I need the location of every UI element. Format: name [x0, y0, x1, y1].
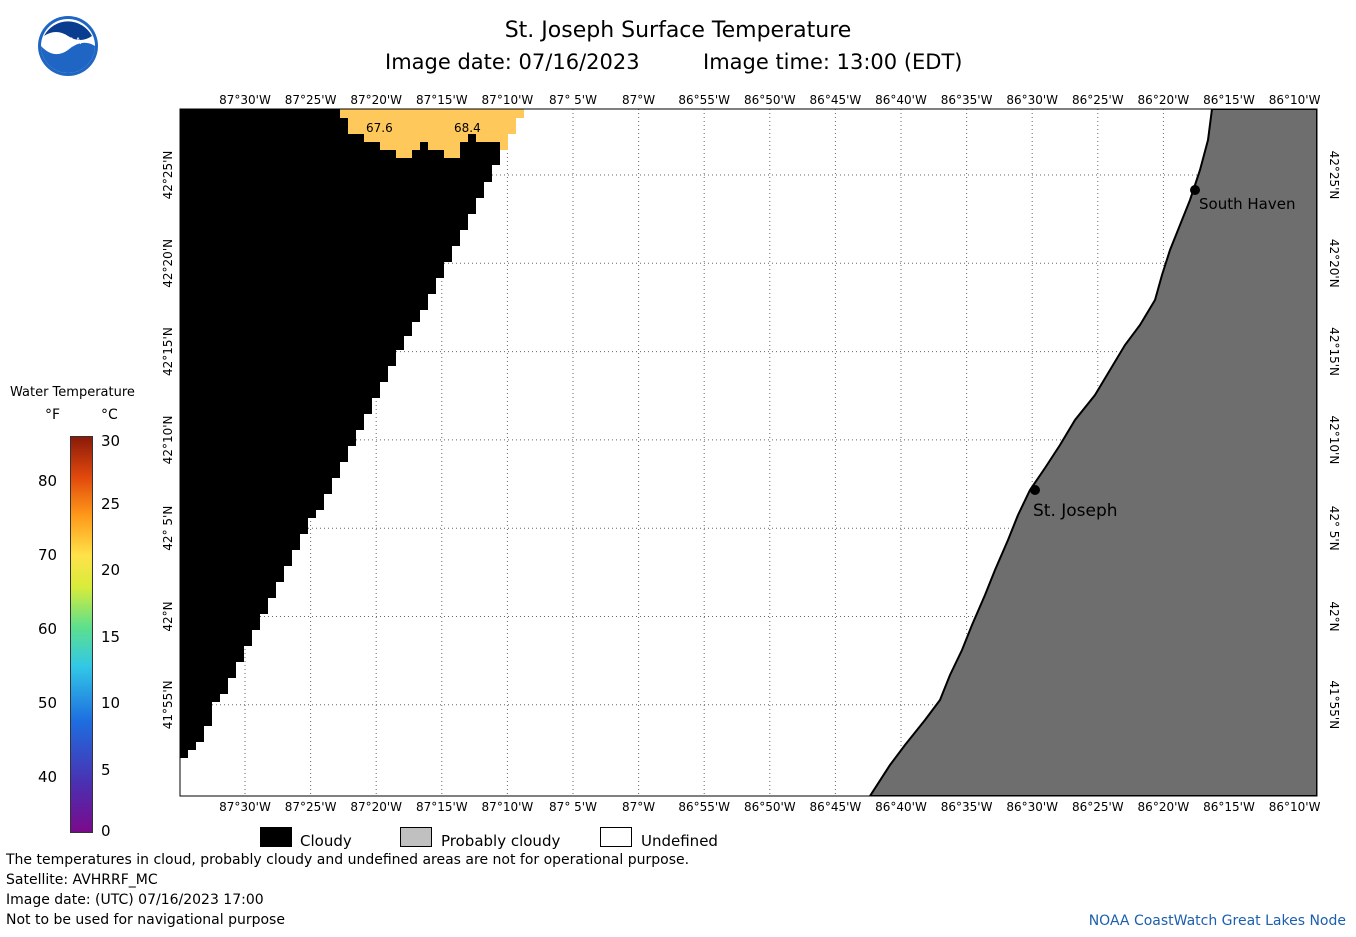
colorbar-unit-c: °C: [101, 407, 118, 423]
colorbar-scale: [70, 436, 93, 833]
temp-label-2: 68.4: [454, 121, 481, 135]
legend-probably-cloudy-swatch: [400, 827, 432, 847]
lon-label-bottom: 87°W: [622, 800, 655, 814]
south-haven-marker: [1190, 185, 1200, 195]
st-joseph-label: St. Joseph: [1033, 501, 1118, 521]
lat-label-left: 42°15'N: [161, 327, 175, 376]
logo-text: NOAA: [55, 37, 82, 47]
colorbar-f-tick: 70: [38, 546, 58, 564]
legend-undefined: Undefined: [641, 832, 718, 850]
lon-label-top: 86°40'W: [875, 93, 927, 107]
lat-label-left: 42°N: [161, 601, 175, 631]
lat-label-left: 41°55'N: [161, 680, 175, 729]
colorbar-c-tick: 30: [101, 432, 121, 450]
temp-label-1: 67.6: [366, 121, 393, 135]
latitude-labels: 42°25'N 42°25'N 42°20'N 42°20'N 42°15'N 42°15…: [161, 151, 1341, 730]
lon-label-bottom: 86°15'W: [1203, 800, 1255, 814]
lat-label-right: 42°N: [1327, 601, 1341, 631]
colorbar-f-tick: 80: [38, 472, 58, 490]
colorbar-c-tick: 25: [101, 495, 121, 513]
legend-probably-cloudy: Probably cloudy: [441, 832, 561, 850]
lat-label-right: 41°55'N: [1327, 680, 1341, 729]
legend-cloudy: Cloudy: [300, 832, 352, 850]
lon-label-bottom: 87°25'W: [285, 800, 337, 814]
colorbar-f-tick: 40: [38, 768, 58, 786]
image-date: Image date: 07/16/2023: [385, 50, 640, 74]
legend-cloudy-swatch: [260, 827, 292, 847]
lat-label-left: 42°25'N: [161, 151, 175, 200]
footer-credit[interactable]: NOAA CoastWatch Great Lakes Node: [1088, 913, 1346, 929]
lon-label-top: 86°30'W: [1006, 93, 1058, 107]
lon-label-top: 86°45'W: [810, 93, 862, 107]
colorbar-c-tick: 0: [101, 822, 111, 840]
lat-label-left: 42°10'N: [161, 415, 175, 464]
noaa-logo: NOAA: [38, 16, 98, 76]
lon-label-bottom: 86°40'W: [875, 800, 927, 814]
longitude-labels: 87°30'W 87°30'W 87°25'W 87°25'W 87°20'W 87°20…: [219, 93, 1320, 814]
footer-navigation-warning: Not to be used for navigational purpose: [6, 912, 285, 928]
lon-label-bottom: 87°15'W: [416, 800, 468, 814]
lat-label-right: 42°20'N: [1327, 239, 1341, 288]
lon-label-bottom: 87° 5'W: [549, 800, 597, 814]
lon-label-bottom: 86°45'W: [810, 800, 862, 814]
image-time: Image time: 13:00 (EDT): [703, 50, 963, 74]
lon-label-bottom: 86°35'W: [941, 800, 993, 814]
lon-label-top: 86°25'W: [1072, 93, 1124, 107]
footer-disclaimer: The temperatures in cloud, probably clou…: [6, 852, 690, 868]
lon-label-bottom: 87°20'W: [350, 800, 402, 814]
lon-label-bottom: 86°20'W: [1138, 800, 1190, 814]
footer-satellite: Satellite: AVHRRF_MC: [6, 872, 158, 888]
colorbar-c-tick: 5: [101, 761, 111, 779]
lon-label-top: 86°10'W: [1269, 93, 1321, 107]
lon-label-bottom: 86°55'W: [678, 800, 730, 814]
warm-water-region: [340, 109, 524, 158]
lat-label-right: 42° 5'N: [1327, 506, 1341, 551]
lon-label-bottom: 86°30'W: [1006, 800, 1058, 814]
lat-label-right: 42°25'N: [1327, 151, 1341, 200]
south-haven-label: South Haven: [1199, 195, 1295, 213]
lon-label-top: 86°15'W: [1203, 93, 1255, 107]
lon-label-top: 86°50'W: [744, 93, 796, 107]
lon-label-top: 87°15'W: [416, 93, 468, 107]
footer-utc-date: Image date: (UTC) 07/16/2023 17:00: [6, 892, 264, 908]
lon-label-top: 86°20'W: [1138, 93, 1190, 107]
lon-label-top: 87° 5'W: [549, 93, 597, 107]
lat-label-right: 42°15'N: [1327, 327, 1341, 376]
colorbar-f-tick: 60: [38, 620, 58, 638]
lon-label-bottom: 87°30'W: [219, 800, 271, 814]
lon-label-top: 86°55'W: [678, 93, 730, 107]
map-frame: [179, 108, 1318, 797]
colorbar-title: Water Temperature: [10, 385, 135, 400]
lon-label-top: 87°10'W: [482, 93, 534, 107]
lon-label-top: 87°W: [622, 93, 655, 107]
lat-label-right: 42°10'N: [1327, 415, 1341, 464]
lon-label-top: 87°20'W: [350, 93, 402, 107]
cloud-region: [180, 109, 500, 758]
lat-label-left: 42°20'N: [161, 239, 175, 288]
colorbar-c-tick: 15: [101, 628, 121, 646]
map-title: St. Joseph Surface Temperature: [504, 18, 852, 43]
colorbar-unit-f: °F: [45, 407, 61, 423]
lon-label-top: 86°35'W: [941, 93, 993, 107]
colorbar-f-tick: 50: [38, 694, 58, 712]
st-joseph-marker: [1030, 485, 1040, 495]
lon-label-top: 87°25'W: [285, 93, 337, 107]
legend-undefined-swatch: [600, 827, 632, 847]
lon-label-bottom: 86°50'W: [744, 800, 796, 814]
lon-label-top: 87°30'W: [219, 93, 271, 107]
colorbar-c-tick: 20: [101, 561, 121, 579]
colorbar-c-tick: 10: [101, 694, 121, 712]
lon-label-bottom: 86°10'W: [1269, 800, 1321, 814]
lon-label-bottom: 86°25'W: [1072, 800, 1124, 814]
lat-label-left: 42° 5'N: [161, 506, 175, 551]
lon-label-bottom: 87°10'W: [482, 800, 534, 814]
